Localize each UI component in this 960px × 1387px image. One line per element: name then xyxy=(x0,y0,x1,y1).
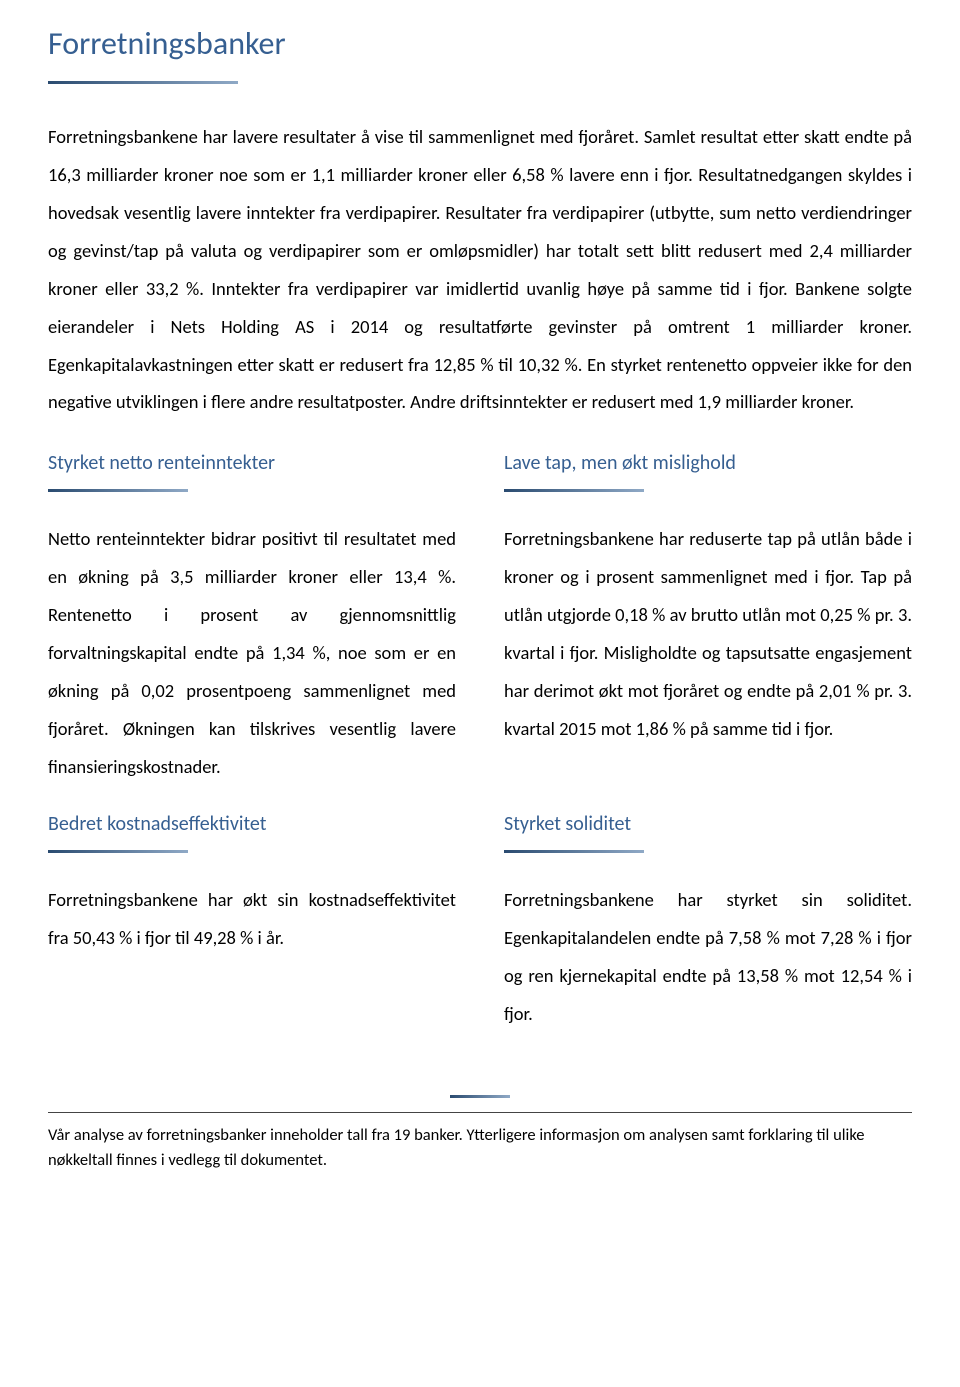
footer-decorative-rule xyxy=(450,1095,510,1098)
section-body: Forretningsbankene har styrket sin solid… xyxy=(504,881,912,1033)
row-1: Styrket netto renteinntekter Netto rente… xyxy=(48,451,912,811)
title-rule xyxy=(48,81,238,84)
section-rule xyxy=(48,850,188,853)
footnote-text: Vår analyse av forretningsbanker innehol… xyxy=(48,1123,912,1174)
section-rule xyxy=(504,850,644,853)
section-title: Lave tap, men økt mislighold xyxy=(504,451,912,475)
section-title: Styrket soliditet xyxy=(504,812,912,836)
page-title: Forretningsbanker xyxy=(48,24,912,63)
section-title: Styrket netto renteinntekter xyxy=(48,451,456,475)
section-kostnadseffektivitet: Bedret kostnadseffektivitet Forretningsb… xyxy=(48,812,456,1033)
intro-paragraph: Forretningsbankene har lavere resultater… xyxy=(48,118,912,421)
section-rule xyxy=(504,489,644,492)
section-title: Bedret kostnadseffektivitet xyxy=(48,812,456,836)
section-soliditet: Styrket soliditet Forretningsbankene har… xyxy=(504,812,912,1033)
footer-divider xyxy=(48,1112,912,1113)
section-body: Forretningsbankene har økt sin kostnadse… xyxy=(48,881,456,957)
section-renteinntekter: Styrket netto renteinntekter Netto rente… xyxy=(48,451,456,785)
section-body: Netto renteinntekter bidrar positivt til… xyxy=(48,520,456,785)
row-2: Bedret kostnadseffektivitet Forretningsb… xyxy=(48,812,912,1059)
section-mislighold: Lave tap, men økt mislighold Forretnings… xyxy=(504,451,912,785)
section-rule xyxy=(48,489,188,492)
section-body: Forretningsbankene har reduserte tap på … xyxy=(504,520,912,748)
